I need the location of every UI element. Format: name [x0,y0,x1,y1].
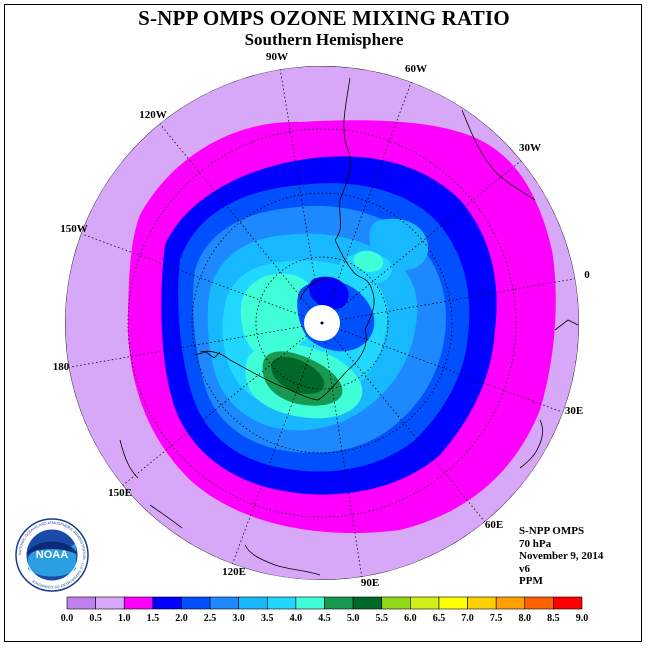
colorbar-tick-label: 6.5 [433,613,446,624]
longitude-label: 60E [485,519,503,531]
colorbar-swatch [266,596,297,610]
chart-subtitle: Southern Hemisphere [244,30,404,49]
colorbar-swatch [324,596,354,610]
colorbar-swatch [410,596,440,610]
longitude-label: 90W [266,51,288,63]
instrument-label: S-NPP OMPS [519,525,585,537]
colorbar-tick-label: 3.5 [261,613,274,624]
colorbar-swatch [352,596,383,610]
colorbar-tick-label: 7.0 [461,613,474,624]
colorbar-tick-label: 7.5 [490,613,503,624]
colorbar-swatch [553,596,583,610]
colorbar-swatch [524,596,554,610]
band-4-0-to-4-5-patch [353,250,384,272]
date-label: November 9, 2014 [519,550,604,562]
colorbar-tick-label: 1.5 [147,613,160,624]
longitude-label: 0 [584,269,590,281]
colorbar-swatch [152,596,182,610]
colorbar-tick-label: 5.5 [375,613,388,624]
colorbar-tick-label: 2.0 [175,613,188,624]
longitude-label: 90E [361,577,379,589]
colorbar-swatch [381,596,411,610]
south-pole-marker [320,321,324,325]
longitude-label: 150W [60,223,88,235]
longitude-label: 120W [139,109,167,121]
colorbar-swatch [238,596,268,610]
colorbar-swatch [438,596,468,610]
colorbar-tick-label: 0.0 [61,613,74,624]
longitude-labels: 90W 60W 30W 0 30E 60E 90E 120E 150E 180 150W 120W [53,51,591,589]
colorbar-swatch [66,596,96,610]
colorbar-swatch [181,596,211,610]
longitude-label: 150E [108,487,132,499]
logo-text: NOAA [36,549,68,561]
colorbar-swatches [66,596,583,610]
colorbar-swatch [95,596,125,610]
colorbar-tick-label: 8.5 [547,613,560,624]
pressure-level-label: 70 hPa [519,537,552,550]
chart-title: S-NPP OMPS OZONE MIXING RATIO [138,6,510,30]
colorbar-tick-label: 5.0 [347,613,360,624]
longitude-label: 30W [519,142,541,154]
longitude-label: 60W [405,63,427,75]
colorbar-swatch [123,596,154,610]
coastlines [119,77,579,576]
noaa-logo: NOAA NATIONAL OCEANIC AND ATMOSPHERIC AD… [15,518,89,592]
colorbar-tick-label: 4.0 [290,613,303,624]
colorbar-swatch [495,596,526,610]
colorbar-tick-label: 2.5 [204,613,217,624]
colorbar-tick-labels: 0.0 0.5 1.0 1.5 2.0 2.5 3.0 3.5 4.0 4.5 5.0 5.5 6.0 6… [61,613,589,624]
units-label: PPM [519,575,543,587]
colorbar-tick-label: 0.5 [89,613,102,624]
colorbar-swatch [467,596,497,610]
colorbar-tick-label: 1.0 [118,613,131,624]
colorbar-tick-label: 8.0 [519,613,532,624]
colorbar-swatch [209,596,239,610]
longitude-label: 30E [565,405,583,417]
colorbar-tick-label: 6.0 [404,613,417,624]
colorbar-tick-label: 9.0 [576,613,589,624]
longitude-label: 180 [53,361,70,373]
colorbar-tick-label: 4.5 [318,613,331,624]
graticule [65,67,579,579]
version-label: v6 [519,562,530,575]
colorbar-swatch [295,596,325,610]
colorbar-tick-label: 3.0 [232,613,245,624]
metadata-block: S-NPP OMPS 70 hPa November 9, 2014 v6 PP… [519,525,603,588]
longitude-label: 120E [222,566,246,578]
band-1-5-to-2-0-core [309,276,349,310]
band-5-0-to-5-5 [271,356,325,394]
